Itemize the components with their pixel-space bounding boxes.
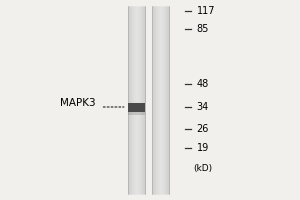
Text: 19: 19	[196, 143, 209, 153]
Bar	[128, 112, 145, 115]
Text: 34: 34	[196, 102, 209, 112]
Text: (kD): (kD)	[194, 164, 213, 172]
Text: 48: 48	[196, 79, 209, 89]
Text: MAPK3: MAPK3	[60, 98, 96, 108]
Text: 117: 117	[196, 6, 215, 16]
Text: 26: 26	[196, 124, 209, 134]
Text: 85: 85	[196, 24, 209, 34]
Bar	[128, 103, 145, 112]
